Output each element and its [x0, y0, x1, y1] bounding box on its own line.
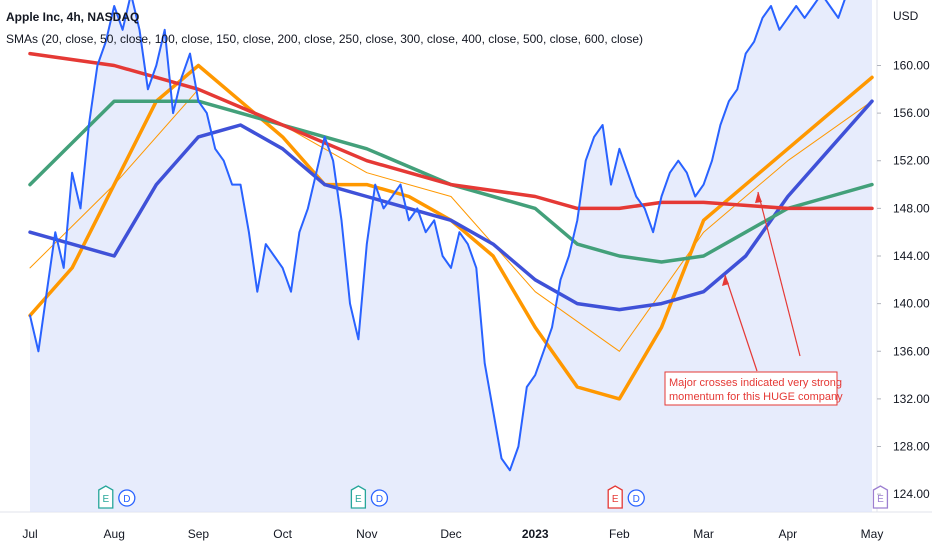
- currency-label: USD: [893, 9, 919, 23]
- chart-title: Apple Inc, 4h, NASDAQ: [6, 10, 139, 24]
- x-tick-label: Feb: [609, 527, 630, 541]
- x-tick-label: May: [861, 527, 884, 541]
- x-tick-label: Dec: [440, 527, 461, 541]
- series-line-sma-green: [28, 99, 874, 264]
- dividend-marker[interactable]: D: [370, 489, 389, 507]
- marker-letter: E: [877, 494, 884, 505]
- x-tick-label: Oct: [273, 527, 292, 541]
- series-line-sma-mid-blue: [28, 99, 874, 312]
- y-tick-label: 140.00: [893, 297, 930, 311]
- y-tick-label: 124.00: [893, 487, 930, 501]
- y-tick-label: 148.00: [893, 201, 930, 215]
- marker-letter: D: [633, 494, 640, 505]
- earnings-marker[interactable]: E: [98, 485, 114, 509]
- x-tick-label: Apr: [778, 527, 797, 541]
- annotation-text-line2: momentum for this HUGE company: [669, 391, 843, 403]
- y-tick-label: 152.00: [893, 154, 930, 168]
- dividend-marker[interactable]: D: [118, 489, 136, 507]
- annotation-text-line1: Major crosses indicated very strong: [669, 377, 842, 389]
- annotation-arrow-right: [757, 191, 801, 357]
- earnings-marker[interactable]: E: [607, 485, 623, 509]
- annotation-box: [664, 371, 838, 406]
- marker-letter: E: [612, 494, 619, 505]
- marker-letter: D: [376, 494, 383, 505]
- dividend-marker[interactable]: D: [627, 489, 645, 507]
- marker-letter: E: [355, 494, 362, 505]
- x-tick-label: Sep: [188, 527, 210, 541]
- y-tick-label: 156.00: [893, 106, 930, 120]
- y-tick-label: 136.00: [893, 344, 930, 358]
- y-tick-label: 128.00: [893, 440, 930, 454]
- y-tick-label: 132.00: [893, 392, 930, 406]
- y-tick-label: 144.00: [893, 249, 930, 263]
- series-line-price: [29, 0, 846, 472]
- earnings-marker[interactable]: E: [350, 485, 367, 509]
- marker-letter: D: [123, 494, 130, 505]
- series-line-sma-thin-orange: [29, 88, 873, 352]
- price-axis-panel: [877, 0, 932, 550]
- earnings-marker[interactable]: E: [872, 485, 889, 509]
- indicator-label: SMAs (20, close, 50, close, 100, close, …: [6, 32, 643, 46]
- series-line-sma-red: [28, 51, 874, 211]
- x-tick-label: Mar: [693, 527, 714, 541]
- marker-letter: E: [102, 494, 109, 505]
- x-tick-label: Aug: [104, 527, 125, 541]
- x-tick-label: Nov: [356, 527, 377, 541]
- x-tick-label: Jul: [22, 527, 37, 541]
- price-area-fill: [30, 0, 872, 512]
- annotation-arrow-left: [724, 274, 758, 372]
- y-tick-label: 160.00: [893, 58, 930, 72]
- x-tick-label: 2023: [522, 527, 549, 541]
